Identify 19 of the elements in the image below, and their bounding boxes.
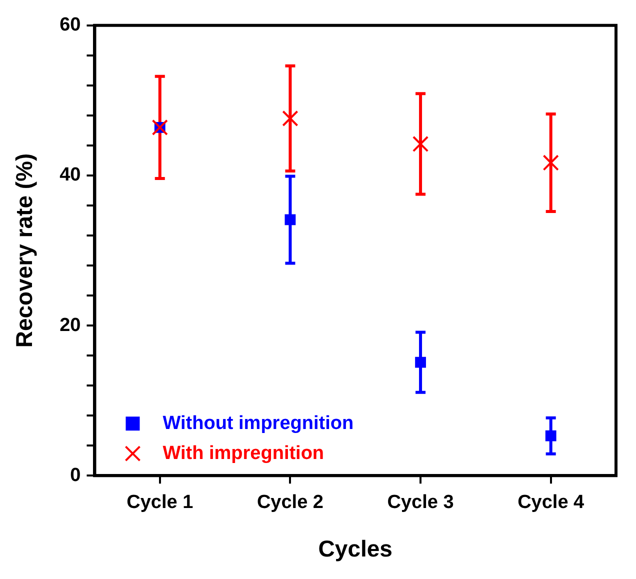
y-axis-title: Recovery rate (%) [11,153,38,348]
legend-label: Without impregnition [162,412,354,434]
x-tick-label: Cycle 1 [126,492,194,514]
point [152,119,168,136]
x-tick-label: Cycle 3 [387,492,454,514]
y-tick-label: 40 [60,164,81,186]
point [284,214,296,226]
point [542,154,559,171]
point [415,356,426,368]
legend-label: With impregnition [162,442,324,464]
point [282,110,298,127]
point [412,136,429,152]
x-tick-label: Cycle 4 [518,492,585,514]
point [545,430,556,442]
x-axis-title: Cycles [318,536,392,562]
y-tick-label: 0 [70,464,81,486]
x-tick-label: Cycle 2 [256,492,324,514]
y-tick-label: 20 [60,314,81,336]
y-tick-label: 60 [60,14,81,36]
